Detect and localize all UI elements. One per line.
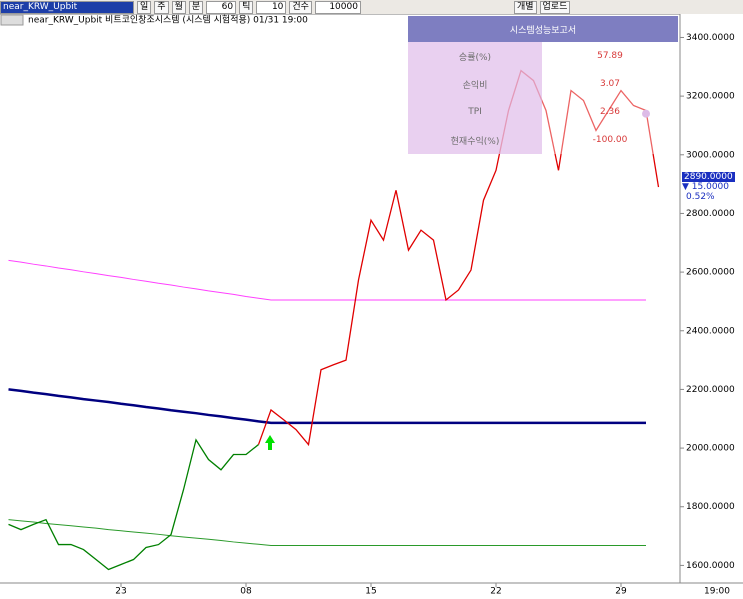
x-tick-label: 08 (240, 587, 252, 597)
report-key: 승률(%) (408, 42, 542, 70)
period-button[interactable]: 일 (137, 0, 152, 14)
period-button[interactable]: 주 (154, 0, 169, 14)
price-change: 15.0000 (691, 182, 730, 192)
count-input[interactable]: 10000 (314, 0, 361, 14)
symbol-input[interactable]: near_KRW_Upbit (0, 0, 134, 14)
close-tab[interactable] (0, 14, 24, 26)
price-change-pct: 0.52% (686, 192, 715, 202)
x-tick-label: 29 (615, 587, 627, 597)
x-tick-label: 15 (365, 587, 376, 597)
interval-input[interactable]: 60 (206, 0, 237, 14)
report-value: -100.00 (542, 126, 678, 154)
report-value: 57.89 (542, 42, 678, 70)
y-tick-label: 2800.0000 (686, 209, 735, 219)
price-box: 2890.0000 ▼ 15.0000 0.52% (682, 172, 735, 202)
report-row: 손익비 3.07 (408, 70, 678, 98)
axis-panel (680, 14, 743, 599)
y-tick-label: 2000.0000 (686, 444, 735, 454)
buy-signal (265, 435, 275, 450)
y-tick-label: 3200.0000 (686, 92, 735, 102)
x-end-label: 19:00 (704, 587, 730, 597)
y-tick-label: 3000.0000 (686, 150, 735, 160)
report-key: TPI (408, 98, 542, 126)
y-tick-label: 1800.0000 (686, 502, 735, 512)
x-tick-label: 23 (115, 587, 126, 597)
last-price: 2890.0000 (682, 172, 735, 182)
chart: near_KRW_Upbit 비트코인창조시스템 (시스템 시험적용) 01/3… (0, 14, 743, 599)
report-row: TPI 2.36 (408, 98, 678, 126)
period-button[interactable]: 월 (171, 0, 186, 14)
button[interactable]: 개별 (513, 0, 537, 14)
price-change-row: ▼ 15.0000 (682, 182, 730, 192)
tick-input[interactable]: 10 (256, 0, 287, 14)
y-tick-label: 1600.0000 (686, 561, 735, 571)
tick-button[interactable]: 틱 (239, 0, 254, 14)
y-tick-label: 3400.0000 (686, 33, 735, 43)
report-panel: 시스템성능보고서 승률(%) 57.89 손익비 3.07 TPI 2.36 현재수익(%)… (408, 16, 678, 154)
price-line (8, 519, 646, 546)
report-key: 현재수익(%) (408, 126, 542, 154)
y-tick-label: 2600.0000 (686, 268, 735, 278)
report-row: 승률(%) 57.89 (408, 42, 678, 70)
report-key: 손익비 (408, 70, 542, 98)
button[interactable]: 업로드 (539, 0, 571, 14)
marker (642, 109, 650, 118)
toolbar: near_KRW_Upbit 일 주 월 분 60 틱 10 건수 10000 … (0, 0, 743, 15)
report-value: 3.07 (542, 70, 678, 98)
report-row: 현재수익(%) -100.00 (408, 126, 678, 154)
count-label: 건수 (289, 0, 312, 14)
period-button[interactable]: 분 (188, 0, 204, 14)
report-title: 시스템성능보고서 (408, 16, 678, 42)
price-line (8, 388, 646, 425)
x-tick-label: 22 (490, 587, 501, 597)
y-tick-label: 2200.0000 (686, 385, 735, 395)
price-line (8, 259, 646, 301)
price-line (8, 438, 259, 571)
price-line (257, 69, 660, 447)
y-tick-label: 2400.0000 (686, 326, 735, 336)
report-value: 2.36 (542, 98, 678, 126)
chart-title: near_KRW_Upbit 비트코인창조시스템 (시스템 시험적용) 01/3… (28, 14, 308, 26)
